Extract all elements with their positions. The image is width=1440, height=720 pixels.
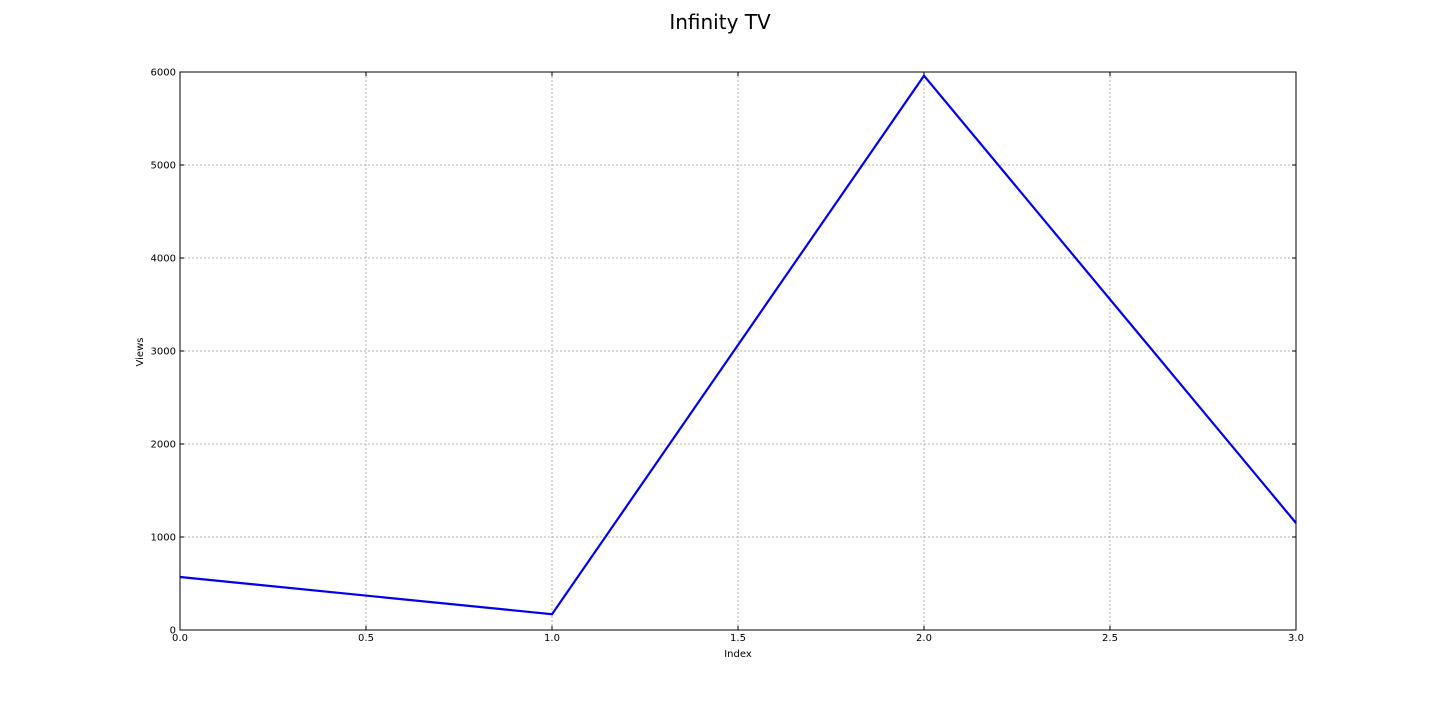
x-tick-label: 1.0 — [544, 633, 560, 644]
x-tick-label: 2.0 — [916, 633, 932, 644]
y-tick-label: 6000 — [151, 68, 176, 79]
y-axis-label: Views — [135, 338, 146, 367]
grid — [179, 71, 1297, 631]
ticks: 0.0 0.5 1.0 1.5 2.0 2.5 3.0 0 1000 2000 3000 4000 50… — [151, 68, 1304, 645]
y-tick-label: 5000 — [151, 161, 176, 172]
y-tick-label: 0 — [170, 626, 176, 637]
y-tick-label: 2000 — [151, 440, 176, 451]
y-tick-label: 3000 — [151, 347, 176, 358]
x-tick-label: 0.0 — [172, 633, 188, 644]
x-axis-label: Index — [724, 649, 752, 660]
x-tick-label: 2.5 — [1102, 633, 1118, 644]
y-tick-label: 1000 — [151, 533, 176, 544]
x-tick-label: 3.0 — [1288, 633, 1304, 644]
y-tick-label: 4000 — [151, 254, 176, 265]
x-tick-label: 1.5 — [730, 633, 746, 644]
series-layer — [179, 73, 1297, 616]
x-tick-label: 0.5 — [358, 633, 374, 644]
chart-title: Infinity TV — [669, 10, 771, 34]
series-line — [179, 73, 1297, 616]
